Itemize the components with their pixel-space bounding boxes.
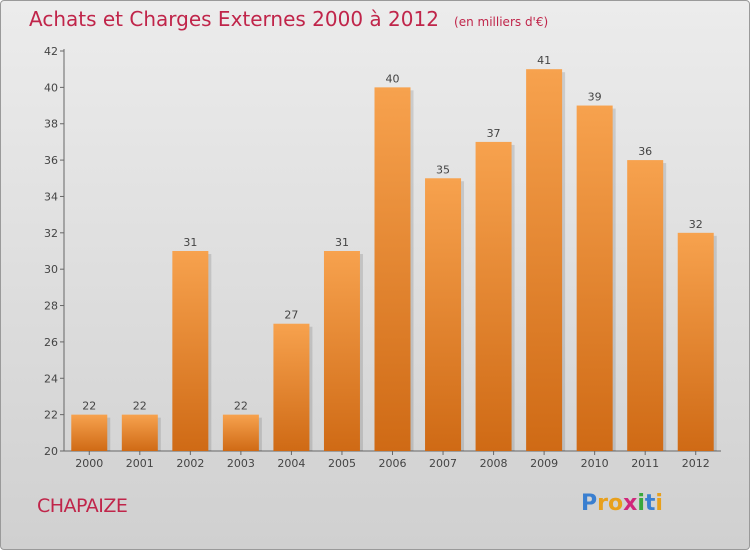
chart-subtitle: (en milliers d'€): [454, 15, 549, 29]
chart-title: Achats et Charges Externes 2000 à 2012: [29, 7, 439, 31]
data-label: 22: [234, 400, 248, 413]
y-tick-label: 20: [44, 445, 58, 458]
x-tick-label: 2001: [126, 457, 154, 470]
bar-2010: [576, 105, 613, 451]
logo-letter: i: [655, 491, 663, 516]
y-tick-label: 28: [44, 300, 58, 313]
x-tick-label: 2011: [631, 457, 659, 470]
bar-2005: [323, 251, 360, 451]
bar-2008: [475, 141, 512, 451]
y-tick-label: 34: [44, 190, 58, 203]
y-tick-label: 32: [44, 227, 58, 240]
data-label: 22: [82, 400, 96, 413]
data-label: 31: [183, 236, 197, 249]
data-label: 37: [487, 127, 501, 140]
y-tick-label: 22: [44, 409, 58, 422]
bars: [71, 69, 717, 452]
commune-name: CHAPAIZE: [37, 495, 128, 517]
bar-2001: [121, 414, 158, 451]
logo-letter: P: [581, 491, 598, 516]
bar-2011: [627, 160, 664, 451]
y-tick-label: 24: [44, 372, 58, 385]
x-tick-label: 2006: [379, 457, 407, 470]
data-label: 22: [133, 400, 147, 413]
title-row: Achats et Charges Externes 2000 à 2012 (…: [29, 7, 548, 31]
x-tick-label: 2012: [682, 457, 710, 470]
bar-2003: [222, 414, 259, 451]
bar-2007: [425, 178, 462, 452]
data-label: 27: [284, 309, 298, 322]
y-tick-label: 40: [44, 81, 58, 94]
bar-2004: [273, 323, 310, 451]
logo-letter: o: [607, 491, 624, 516]
x-tick-label: 2009: [530, 457, 558, 470]
data-label: 40: [386, 72, 400, 85]
y-tick-label: 30: [44, 263, 58, 276]
logo-letter: r: [597, 491, 608, 516]
bar-2006: [374, 87, 411, 451]
bar-2012: [677, 232, 714, 451]
x-tick-label: 2000: [75, 457, 103, 470]
x-tick-label: 2010: [581, 457, 609, 470]
x-tick-label: 2003: [227, 457, 255, 470]
x-tick-label: 2007: [429, 457, 457, 470]
x-tick-label: 2005: [328, 457, 356, 470]
x-tick-label: 2008: [480, 457, 508, 470]
logo-letter: x: [623, 491, 638, 516]
y-tick-label: 42: [44, 45, 58, 58]
y-tick-label: 26: [44, 336, 58, 349]
bar-2002: [172, 251, 209, 451]
data-label: 31: [335, 236, 349, 249]
data-label: 35: [436, 163, 450, 176]
data-label: 41: [537, 54, 551, 67]
logo-letter: t: [644, 491, 656, 516]
axes: 20 22 24 26 28 30 32 34 36 38 40 42 2000 2001 2002 2003…: [44, 45, 721, 470]
x-tick-label: 2004: [277, 457, 305, 470]
proxiti-logo: Proxiti: [581, 491, 663, 516]
data-label: 32: [689, 218, 703, 231]
x-tick-label: 2002: [176, 457, 204, 470]
logo-letter: i: [637, 491, 645, 516]
bar-2009: [526, 69, 563, 451]
data-label: 36: [638, 145, 652, 158]
bar-2000: [71, 414, 108, 451]
y-tick-label: 38: [44, 118, 58, 131]
data-label: 39: [588, 91, 602, 104]
y-tick-label: 36: [44, 154, 58, 167]
data-labels: 22 22 31 22 27 31 40 35 37 41 39 36 32: [82, 54, 702, 412]
